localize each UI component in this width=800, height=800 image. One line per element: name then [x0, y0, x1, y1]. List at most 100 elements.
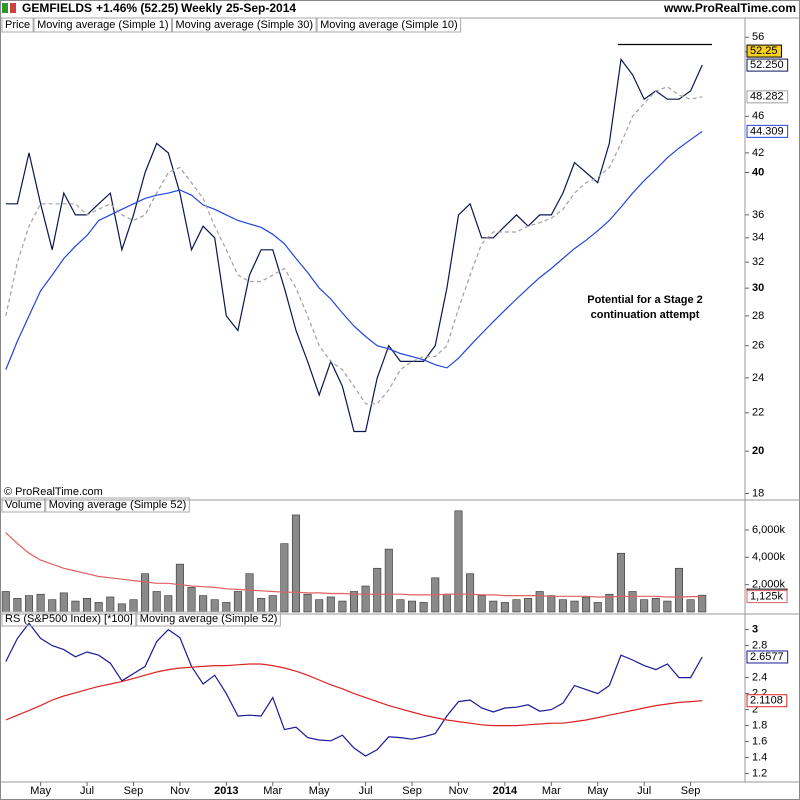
- y-tick-label: 36: [752, 209, 764, 221]
- x-tick-label: Nov: [449, 785, 469, 797]
- value-tag: [746, 590, 788, 604]
- volume-bar: [129, 599, 138, 613]
- y-tick-label: 30: [752, 282, 764, 294]
- volume-bar: [454, 510, 463, 613]
- annotation: Potential for a Stage 2: [587, 294, 703, 306]
- volume-bar: [326, 596, 335, 613]
- y-tick-label: 4,000k: [752, 551, 786, 563]
- legend-label: Moving average (Simple 10): [320, 19, 458, 31]
- value-tag-label: 1,125k: [750, 591, 784, 603]
- legend-label: Price: [5, 19, 30, 31]
- y-tick-label: 6,000k: [752, 524, 786, 536]
- legend-label: RS (S&P500 Index) [*100]: [5, 613, 133, 625]
- volume-bar: [535, 591, 544, 613]
- y-tick-label: 32: [752, 256, 764, 268]
- volume-bar: [222, 602, 231, 613]
- value-tag: [746, 124, 789, 138]
- volume-bar: [605, 593, 614, 613]
- volume-bar: [349, 591, 359, 613]
- series-line: [5, 622, 703, 757]
- x-tick-label: Mar: [263, 785, 282, 797]
- copyright: © ProRealTime.com: [4, 486, 103, 498]
- x-tick-label: May: [309, 785, 330, 797]
- volume-bar: [663, 600, 672, 613]
- legend-box: [33, 17, 173, 33]
- x-tick-label: Sep: [124, 785, 144, 797]
- volume-bar: [674, 567, 683, 613]
- volume-bar: [396, 599, 405, 613]
- series-line: [5, 57, 703, 433]
- series-line: [5, 130, 703, 370]
- volume-bar: [291, 514, 300, 613]
- legend-label: Moving average (Simple 52): [49, 499, 187, 511]
- y-tick-label: 1.6: [752, 736, 767, 748]
- volume-bar: [686, 599, 695, 613]
- period: Weekly: [181, 1, 222, 15]
- value-tag: [746, 90, 789, 104]
- volume-bar: [593, 602, 602, 613]
- legend-label: Moving average (Simple 30): [176, 19, 314, 31]
- x-tick-label: May: [30, 785, 51, 797]
- volume-bar: [152, 591, 161, 613]
- volume-bar: [48, 599, 57, 613]
- volume-bar: [477, 595, 486, 613]
- volume-bar: [315, 599, 324, 613]
- x-tick-label: May: [587, 785, 608, 797]
- icon: [10, 3, 16, 13]
- legend-label: Moving average (Simple 1): [37, 19, 168, 31]
- volume-bar: [13, 598, 22, 613]
- volume-bar: [257, 598, 266, 613]
- x-tick-label: Jul: [359, 785, 373, 797]
- x-tick-label: 2014: [493, 785, 518, 797]
- y-tick-label: 26: [752, 340, 764, 352]
- x-tick-label: Sep: [402, 785, 422, 797]
- legend-box: [1, 497, 46, 513]
- legend-box: [316, 17, 462, 33]
- y-tick-label: 56: [752, 31, 764, 43]
- x-tick-label: Nov: [170, 785, 190, 797]
- y-tick-label: 42: [752, 147, 764, 159]
- y-tick-label: 1.4: [752, 752, 767, 764]
- volume-bar: [547, 595, 556, 613]
- volume-bar: [338, 600, 347, 613]
- annotation: continuation attempt: [591, 309, 700, 321]
- y-tick-label: 40: [752, 166, 764, 178]
- y-tick-label: 34: [752, 232, 764, 244]
- y-tick-label: 1.8: [752, 720, 767, 732]
- volume-bar: [640, 599, 649, 613]
- volume-bar: [408, 600, 417, 613]
- volume-bar: [512, 599, 521, 613]
- x-tick-label: Mar: [542, 785, 561, 797]
- legend-box: [45, 497, 190, 513]
- volume-bar: [361, 585, 370, 613]
- volume-bar: [651, 598, 660, 613]
- volume-bar: [373, 567, 382, 613]
- volume-bar: [94, 602, 103, 613]
- legend-box: [136, 611, 281, 627]
- legend-box: [1, 17, 34, 33]
- y-tick-label: 2.4: [752, 672, 767, 684]
- change: +1.46% (52.25): [96, 1, 178, 15]
- y-tick-label: 18: [752, 487, 764, 499]
- volume-bar: [489, 600, 498, 613]
- legend-box: [172, 17, 317, 33]
- volume-bar: [280, 543, 289, 613]
- volume-bar: [117, 603, 126, 613]
- y-tick-label: 22: [752, 407, 764, 419]
- volume-bar: [570, 600, 579, 613]
- y-tick-label: 2,000k: [752, 579, 786, 591]
- volume-bar: [384, 548, 393, 613]
- volume-bar: [175, 563, 184, 613]
- volume-bar: [524, 598, 533, 613]
- volume-bar: [210, 599, 219, 613]
- y-tick-label: 46: [752, 110, 764, 122]
- volume-bar: [442, 593, 451, 613]
- symbol: GEMFIELDS: [22, 1, 92, 15]
- volume-bar: [628, 591, 637, 613]
- series-line: [5, 663, 703, 727]
- volume-bar: [233, 591, 242, 613]
- y-tick-label: 2.8: [752, 640, 767, 652]
- volume-bar: [164, 595, 173, 613]
